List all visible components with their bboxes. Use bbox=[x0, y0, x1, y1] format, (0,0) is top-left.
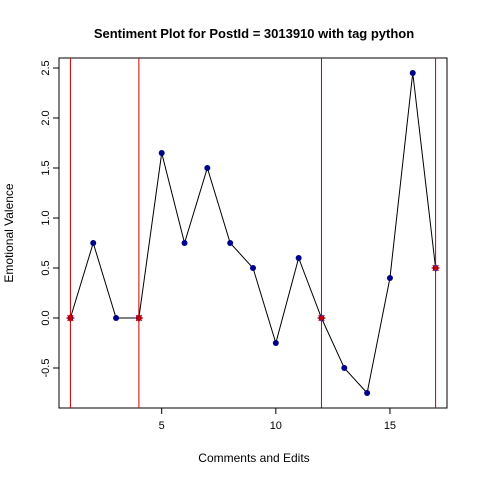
data-point-2 bbox=[90, 240, 97, 246]
edit-marker-stroke bbox=[318, 314, 325, 322]
y-tick-label-1: 0.0 bbox=[40, 310, 52, 325]
data-point-10 bbox=[272, 340, 279, 346]
data-point-14 bbox=[364, 390, 371, 396]
edit-marker-stroke bbox=[135, 314, 143, 322]
edit-marker-12 bbox=[317, 314, 326, 322]
x-axis-label: Comments and Edits bbox=[198, 451, 309, 465]
x-tick-label-5: 5 bbox=[159, 420, 165, 432]
data-point-3 bbox=[113, 315, 120, 321]
data-point-16 bbox=[409, 70, 416, 76]
y-tick-label-4: 1.5 bbox=[40, 160, 52, 175]
y-tick-label-0: -0.5 bbox=[40, 359, 52, 378]
edit-marker-stroke bbox=[67, 314, 74, 322]
data-point-11 bbox=[295, 255, 302, 261]
data-point-6 bbox=[181, 240, 188, 246]
edit-marker-1 bbox=[66, 314, 75, 322]
data-point-9 bbox=[250, 265, 256, 271]
edit-marker-4 bbox=[134, 314, 143, 322]
data-point-5 bbox=[158, 150, 165, 156]
data-point-13 bbox=[341, 365, 348, 371]
y-tick-label-2: 0.5 bbox=[40, 260, 52, 275]
edit-marker-stroke bbox=[432, 264, 439, 272]
y-axis-label: Emotional Valence bbox=[2, 183, 16, 282]
y-tick-label-6: 2.5 bbox=[40, 60, 52, 75]
data-point-7 bbox=[204, 165, 211, 171]
edit-marker-17 bbox=[431, 264, 440, 272]
plot-area: 5 10 15 -0.5 0.0 0.5 1.0 1.5 2.0 2.5 bbox=[40, 57, 448, 432]
x-tick-label-10: 10 bbox=[270, 420, 282, 432]
x-tick-label-15: 15 bbox=[384, 420, 396, 432]
y-tick-label-3: 1.0 bbox=[40, 210, 52, 225]
chart-title: Sentiment Plot for PostId = 3013910 with… bbox=[94, 26, 414, 41]
plot-frame bbox=[58, 57, 448, 409]
data-point-15 bbox=[386, 275, 393, 281]
y-tick-label-5: 2.0 bbox=[40, 110, 52, 125]
series-line-0 bbox=[69, 72, 437, 395]
data-point-8 bbox=[227, 240, 234, 246]
